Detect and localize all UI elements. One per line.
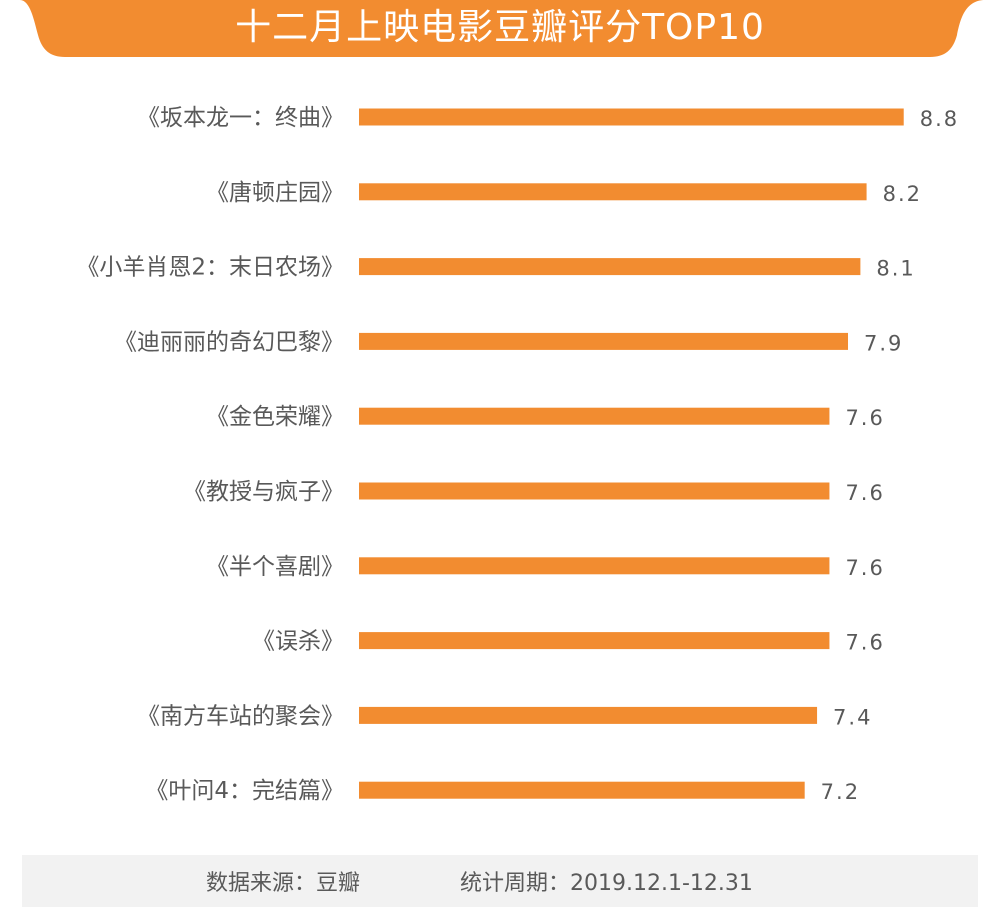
value-label: 7.2 — [821, 780, 860, 804]
category-label: 《小羊肖恩2：末日农场》 — [76, 255, 344, 281]
data-source: 数据来源：豆瓣 — [206, 871, 361, 896]
value-label: 7.6 — [845, 406, 884, 430]
chart-title: 十二月上映电影豆瓣评分TOP10 — [235, 7, 765, 48]
category-label: 《金色荣耀》 — [206, 404, 344, 430]
value-label: 7.6 — [845, 481, 884, 505]
title-banner-shape — [20, 0, 985, 57]
value-label: 8.2 — [883, 182, 922, 206]
bar — [359, 557, 830, 575]
bar — [359, 258, 861, 276]
bar — [359, 781, 805, 799]
bar — [359, 108, 904, 126]
bar-chart: 《坂本龙一：终曲》 8.8 《唐顿庄园》 8.2 《小羊肖恩2：末日农场》 8.1 《迪丽丽… — [76, 105, 959, 804]
category-label: 《误杀》 — [252, 629, 344, 655]
bar — [359, 183, 867, 201]
value-label: 7.6 — [845, 631, 884, 655]
stat-period: 统计周期：2019.12.1-12.31 — [460, 871, 753, 896]
value-label: 7.9 — [864, 331, 903, 355]
category-label: 《半个喜剧》 — [206, 554, 344, 580]
category-label: 《唐顿庄园》 — [206, 180, 344, 206]
category-label: 《叶问4：完结篇》 — [145, 778, 344, 804]
bar — [359, 407, 830, 425]
title-banner — [20, 0, 985, 57]
value-label: 7.6 — [845, 556, 884, 580]
category-label: 《南方车站的聚会》 — [137, 703, 344, 729]
value-label: 7.4 — [833, 705, 872, 729]
value-label: 8.1 — [876, 257, 915, 281]
category-label: 《教授与疯子》 — [183, 479, 344, 505]
category-label: 《迪丽丽的奇幻巴黎》 — [114, 329, 344, 355]
footer: 数据来源：豆瓣 统计周期：2019.12.1-12.31 — [22, 855, 978, 907]
bar — [359, 706, 818, 724]
category-label: 《坂本龙一：终曲》 — [137, 105, 344, 131]
bar — [359, 332, 849, 350]
bar — [359, 482, 830, 500]
value-label: 8.8 — [920, 107, 959, 131]
bar — [359, 632, 830, 650]
